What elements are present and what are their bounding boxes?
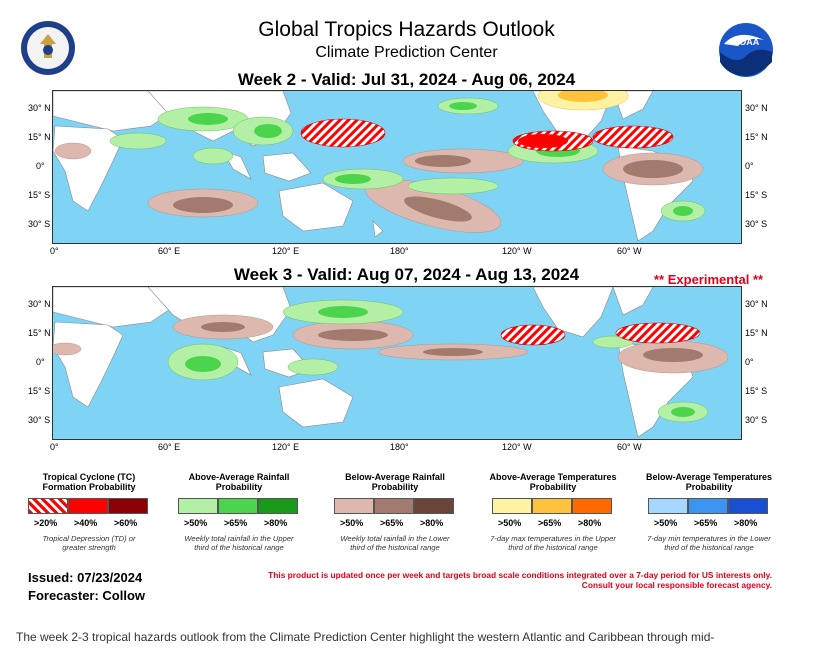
svg-text:NOAA: NOAA xyxy=(733,37,760,47)
w2-lon-0: 0° xyxy=(50,246,59,256)
legend-above-temp-note: 7-day max temperatures in the Upper thir… xyxy=(490,534,616,552)
legend-above-temp-swatch-1 xyxy=(492,498,532,514)
legend-below-temp-level-3: >80% xyxy=(734,518,758,528)
doc-seal-icon xyxy=(20,20,76,76)
legend-above-rain-note: Weekly total rainfall in the Upper third… xyxy=(184,534,294,552)
w3-lat-30n-right: 30° N xyxy=(745,299,768,309)
w3-lon-180: 180° xyxy=(390,442,409,452)
page-title: Global Tropics Hazards Outlook xyxy=(258,18,555,41)
w2-lon-60e: 60° E xyxy=(158,246,181,256)
w3-lat-0-right: 0° xyxy=(745,357,754,367)
w3-lat-15s-left: 15° S xyxy=(28,386,51,396)
article-caption: The week 2-3 tropical hazards outlook fr… xyxy=(16,630,715,644)
w3-lat-30s-right: 30° S xyxy=(745,415,768,425)
w2-lat-30s-left: 30° S xyxy=(28,219,51,229)
w2-lon-120w: 120° W xyxy=(502,246,532,256)
w2-lat-0-left: 0° xyxy=(36,161,45,171)
update-notice: This product is updated once per week an… xyxy=(268,570,772,580)
w3-lat-15s-right: 15° S xyxy=(745,386,768,396)
legend-above-rain-level-1: >50% xyxy=(184,518,208,528)
w2-lat-15s-left: 15° S xyxy=(28,190,51,200)
legend-below-rain-level-2: >65% xyxy=(380,518,404,528)
page-subtitle: Climate Prediction Center xyxy=(315,44,498,61)
w3-lon-60w: 60° W xyxy=(617,442,642,452)
legend-below-rain-note: Weekly total rainfall in the Lower third… xyxy=(340,534,450,552)
w3-lat-15n-right: 15° N xyxy=(745,328,768,338)
forecaster-name: Forecaster: Collow xyxy=(28,588,146,603)
legend-below-temp-swatch-2 xyxy=(688,498,728,514)
legend-above-temp-level-3: >80% xyxy=(578,518,602,528)
w3-lat-0-left: 0° xyxy=(36,357,45,367)
legend-below-rain-swatch-3 xyxy=(414,498,454,514)
legend-tc-swatch-3 xyxy=(108,498,148,514)
week2-map xyxy=(52,90,742,244)
legend-above-rain-title: Above-Average Rainfall Probability xyxy=(188,472,290,492)
w2-lon-120e: 120° E xyxy=(272,246,300,256)
legend-above-rain-level-2: >65% xyxy=(224,518,248,528)
legend-below-temp-note: 7-day min temperatures in the Lower thir… xyxy=(647,534,771,552)
legend-tc-swatch-1 xyxy=(28,498,68,514)
w2-lat-30n-right: 30° N xyxy=(745,103,768,113)
legend-tc-title: Tropical Cyclone (TC) Formation Probabil… xyxy=(42,472,136,492)
legend-below-rain-swatch-1 xyxy=(334,498,374,514)
issued-date: Issued: 07/23/2024 xyxy=(28,570,143,585)
legend-above-temp-level-1: >50% xyxy=(498,518,522,528)
w2-lat-15n-left: 15° N xyxy=(28,132,51,142)
legend-tc-note: Tropical Depression (TD) or greater stre… xyxy=(42,534,136,552)
legend-below-temp-level-1: >50% xyxy=(654,518,678,528)
week3-map xyxy=(52,286,742,440)
legend-above-temp-swatch-3 xyxy=(572,498,612,514)
legend-below-rain-swatch-2 xyxy=(374,498,414,514)
legend-above-temp: Above-Average Temperatures Probability >… xyxy=(486,472,620,562)
w2-lat-15s-right: 15° S xyxy=(745,190,768,200)
w3-lat-30n-left: 30° N xyxy=(28,299,51,309)
legend-below-rain-title: Below-Average Rainfall Probability xyxy=(345,472,445,492)
w3-lon-120e: 120° E xyxy=(272,442,300,452)
legend-below-temp-swatch-1 xyxy=(648,498,688,514)
week3-heading: Week 3 - Valid: Aug 07, 2024 - Aug 13, 2… xyxy=(233,265,580,284)
noaa-logo-icon: NOAA xyxy=(718,22,774,78)
legend-below-temp: Below-Average Temperatures Probability >… xyxy=(642,472,776,562)
w2-lat-0-right: 0° xyxy=(745,161,754,171)
legend-below-rain-level-3: >80% xyxy=(420,518,444,528)
w3-lon-60e: 60° E xyxy=(158,442,181,452)
legend-above-temp-level-2: >65% xyxy=(538,518,562,528)
legend-above-temp-title: Above-Average Temperatures Probability xyxy=(489,472,617,492)
w2-lat-30n-left: 30° N xyxy=(28,103,51,113)
legend-above-rain-level-3: >80% xyxy=(264,518,288,528)
w2-lon-180: 180° xyxy=(390,246,409,256)
legend-below-temp-level-2: >65% xyxy=(694,518,718,528)
legend-below-rain-level-1: >50% xyxy=(340,518,364,528)
legend-below-temp-title: Below-Average Temperatures Probability xyxy=(645,472,773,492)
experimental-label: ** Experimental ** xyxy=(654,272,764,287)
w2-lat-30s-right: 30° S xyxy=(745,219,768,229)
legend-tc-level-1: >20% xyxy=(34,518,58,528)
legend-tc-swatch-2 xyxy=(68,498,108,514)
legend-above-temp-swatch-2 xyxy=(532,498,572,514)
legend-tc-level-3: >60% xyxy=(114,518,138,528)
w3-lat-30s-left: 30° S xyxy=(28,415,51,425)
legend-above-rain-swatch-2 xyxy=(218,498,258,514)
legend-above-rain-swatch-1 xyxy=(178,498,218,514)
legend-above-rain-swatch-3 xyxy=(258,498,298,514)
legend-above-rain: Above-Average Rainfall Probability >50% … xyxy=(172,472,306,562)
legend-below-temp-swatch-3 xyxy=(728,498,768,514)
w2-lon-60w: 60° W xyxy=(617,246,642,256)
legend-tc-level-2: >40% xyxy=(74,518,98,528)
w3-lon-0: 0° xyxy=(50,442,59,452)
legend-tc: Tropical Cyclone (TC) Formation Probabil… xyxy=(24,472,154,562)
w2-lat-15n-right: 15° N xyxy=(745,132,768,142)
consult-notice: Consult your local responsible forecast … xyxy=(581,580,772,590)
week2-heading: Week 2 - Valid: Jul 31, 2024 - Aug 06, 2… xyxy=(237,70,576,89)
legend-below-rain: Below-Average Rainfall Probability >50% … xyxy=(328,472,462,562)
w3-lat-15n-left: 15° N xyxy=(28,328,51,338)
w3-lon-120w: 120° W xyxy=(502,442,532,452)
